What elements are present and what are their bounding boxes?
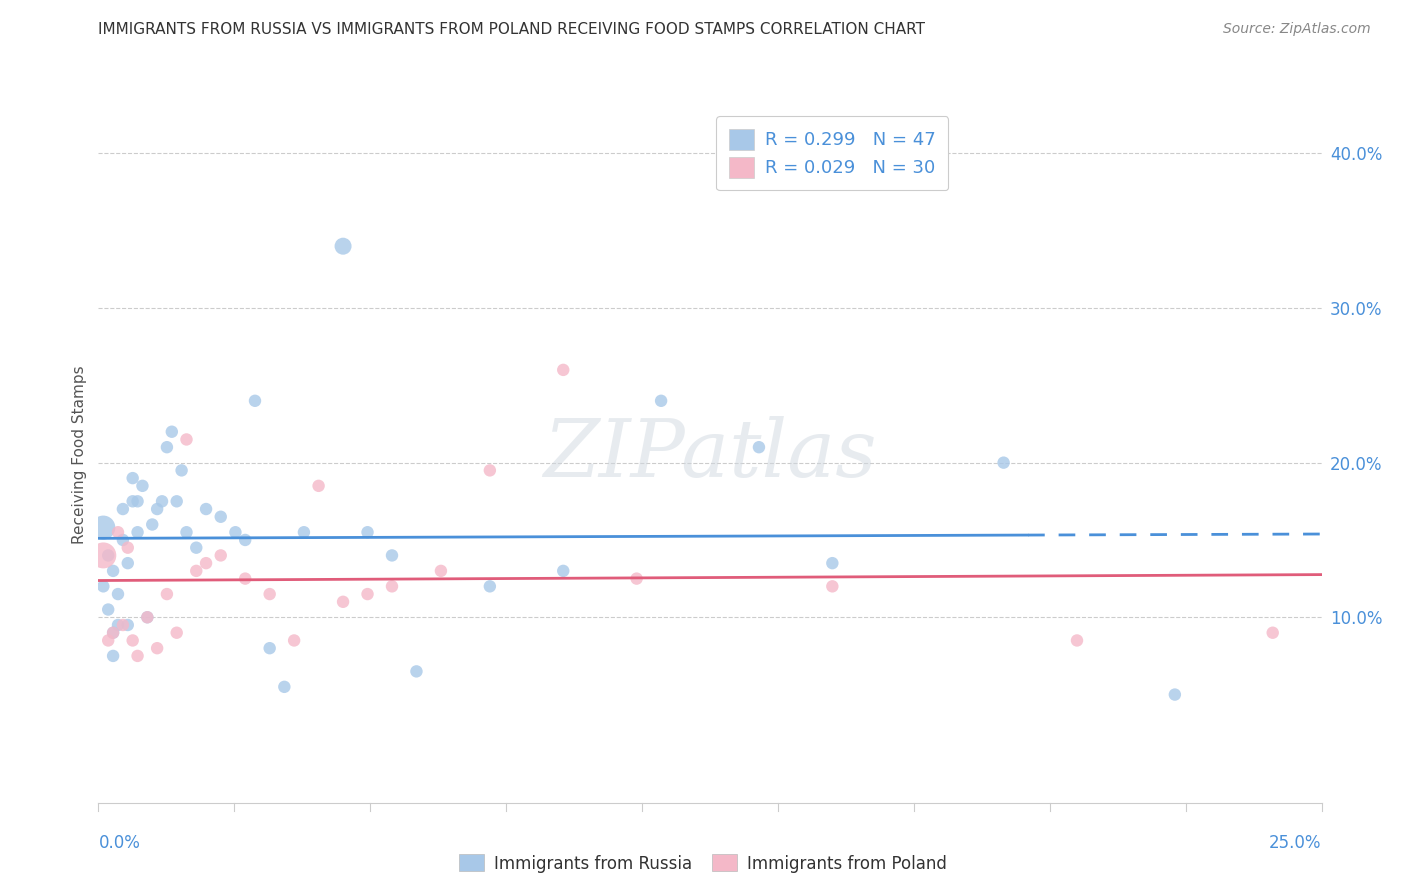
Point xyxy=(993,456,1015,470)
Point xyxy=(356,587,378,601)
Point xyxy=(195,556,218,570)
Point xyxy=(107,525,129,540)
Point xyxy=(121,494,143,508)
Point xyxy=(146,502,169,516)
Point xyxy=(1066,633,1088,648)
Point xyxy=(553,363,575,377)
Point xyxy=(121,633,143,648)
Point xyxy=(553,564,575,578)
Point xyxy=(650,393,672,408)
Point xyxy=(259,587,281,601)
Point xyxy=(292,525,315,540)
Text: 0.0%: 0.0% xyxy=(98,834,141,852)
Point xyxy=(141,517,163,532)
Point xyxy=(186,541,208,555)
Point xyxy=(283,633,305,648)
Point xyxy=(176,525,198,540)
Point xyxy=(626,572,648,586)
Point xyxy=(97,549,120,563)
Point xyxy=(233,533,256,547)
Point xyxy=(166,625,188,640)
Point xyxy=(356,525,378,540)
Point xyxy=(332,239,354,253)
Point xyxy=(273,680,295,694)
Point xyxy=(332,595,354,609)
Point xyxy=(1261,625,1284,640)
Point xyxy=(405,665,427,679)
Text: 25.0%: 25.0% xyxy=(1270,834,1322,852)
Point xyxy=(117,541,139,555)
Point xyxy=(209,549,232,563)
Point xyxy=(176,433,198,447)
Point xyxy=(136,610,159,624)
Point xyxy=(156,587,179,601)
Point xyxy=(111,502,134,516)
Point xyxy=(381,579,404,593)
Point xyxy=(136,610,159,624)
Point xyxy=(91,579,114,593)
Point xyxy=(821,556,844,570)
Point xyxy=(150,494,173,508)
Point xyxy=(478,463,501,477)
Point xyxy=(233,572,256,586)
Point xyxy=(186,564,208,578)
Point xyxy=(101,648,124,663)
Point xyxy=(97,633,120,648)
Point xyxy=(127,525,149,540)
Point xyxy=(127,648,149,663)
Point xyxy=(160,425,183,439)
Point xyxy=(195,502,218,516)
Point xyxy=(308,479,330,493)
Y-axis label: Receiving Food Stamps: Receiving Food Stamps xyxy=(72,366,87,544)
Point xyxy=(101,564,124,578)
Point xyxy=(478,579,501,593)
Point xyxy=(107,587,129,601)
Point xyxy=(127,494,149,508)
Point xyxy=(821,579,844,593)
Point xyxy=(430,564,453,578)
Point xyxy=(131,479,153,493)
Point xyxy=(91,520,114,534)
Legend: Immigrants from Russia, Immigrants from Poland: Immigrants from Russia, Immigrants from … xyxy=(453,847,953,880)
Point xyxy=(381,549,404,563)
Point xyxy=(146,641,169,656)
Point xyxy=(209,509,232,524)
Point xyxy=(259,641,281,656)
Point xyxy=(117,618,139,632)
Point xyxy=(224,525,246,540)
Text: Source: ZipAtlas.com: Source: ZipAtlas.com xyxy=(1223,22,1371,37)
Point xyxy=(101,625,124,640)
Point xyxy=(166,494,188,508)
Point xyxy=(156,440,179,454)
Point xyxy=(117,556,139,570)
Text: IMMIGRANTS FROM RUSSIA VS IMMIGRANTS FROM POLAND RECEIVING FOOD STAMPS CORRELATI: IMMIGRANTS FROM RUSSIA VS IMMIGRANTS FRO… xyxy=(98,22,925,37)
Point xyxy=(91,549,114,563)
Point xyxy=(243,393,266,408)
Point xyxy=(1164,688,1187,702)
Point xyxy=(111,618,134,632)
Legend: R = 0.299   N = 47, R = 0.029   N = 30: R = 0.299 N = 47, R = 0.029 N = 30 xyxy=(716,116,949,190)
Point xyxy=(97,602,120,616)
Point xyxy=(101,625,124,640)
Text: ZIPatlas: ZIPatlas xyxy=(543,417,877,493)
Point xyxy=(107,618,129,632)
Point xyxy=(121,471,143,485)
Point xyxy=(170,463,193,477)
Point xyxy=(748,440,770,454)
Point xyxy=(111,533,134,547)
